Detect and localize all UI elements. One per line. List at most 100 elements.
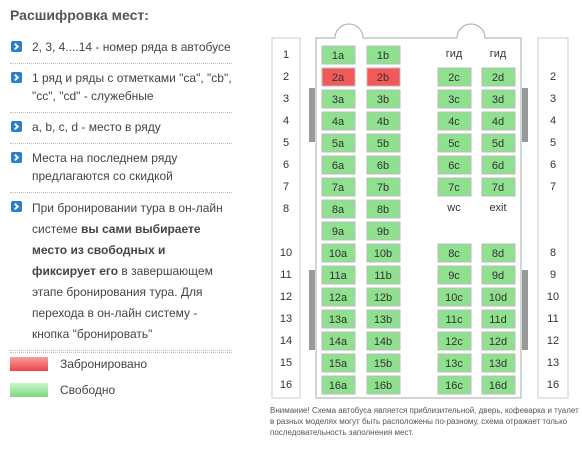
row-number: 3: [283, 93, 289, 105]
row-number: 4: [283, 115, 289, 127]
seat[interactable]: [481, 243, 516, 263]
seat[interactable]: [366, 155, 401, 175]
seat-label: 7a: [332, 182, 345, 194]
door: [309, 270, 315, 350]
seat[interactable]: [321, 199, 356, 219]
seat[interactable]: [321, 353, 356, 373]
seat[interactable]: [437, 243, 472, 263]
seat-label: 4d: [492, 116, 504, 128]
seat[interactable]: [481, 375, 516, 395]
seat[interactable]: [481, 309, 516, 329]
info-text: 1 ряд и ряды с отметками "са", "cb", "cc…: [32, 69, 232, 105]
seat-label: 8d: [492, 248, 504, 260]
seat[interactable]: [321, 155, 356, 175]
seat[interactable]: [437, 353, 472, 373]
seat[interactable]: [366, 45, 401, 65]
seat[interactable]: [437, 287, 472, 307]
seat-label: 3b: [377, 94, 389, 106]
row-number: 10: [547, 291, 559, 303]
seat[interactable]: [321, 111, 356, 131]
seat[interactable]: [481, 133, 516, 153]
seat[interactable]: [321, 133, 356, 153]
row-number: 4: [550, 115, 556, 127]
seat-label: 14a: [329, 336, 348, 348]
info-item: 2, 3, 4....14 - номер ряда в автобусе: [10, 33, 232, 64]
seat[interactable]: [321, 45, 356, 65]
seat[interactable]: [366, 331, 401, 351]
seat[interactable]: [321, 243, 356, 263]
row-number: 5: [550, 137, 556, 149]
seat[interactable]: [437, 155, 472, 175]
seat[interactable]: [437, 331, 472, 351]
row-column: [537, 37, 569, 399]
seat[interactable]: [481, 353, 516, 373]
seat[interactable]: [437, 265, 472, 285]
seat[interactable]: [366, 353, 401, 373]
seat[interactable]: [366, 375, 401, 395]
seat[interactable]: [366, 309, 401, 329]
seat[interactable]: [321, 177, 356, 197]
seat[interactable]: [481, 265, 516, 285]
seat-label: 2a: [332, 72, 345, 84]
seat[interactable]: [321, 265, 356, 285]
seat[interactable]: [481, 331, 516, 351]
note: Внимание! Схема автобуса является прибли…: [270, 406, 579, 437]
seat[interactable]: [481, 155, 516, 175]
row-number: 5: [283, 137, 289, 149]
row-number: 6: [283, 159, 289, 171]
info-text-part: вы сами выбираете место из свободных и ф…: [32, 222, 201, 278]
seat-label: 5b: [377, 138, 389, 150]
info-text-part: Места на последнем ряду предлагаются со …: [32, 151, 178, 183]
seat[interactable]: [366, 199, 401, 219]
seat[interactable]: [321, 89, 356, 109]
seat[interactable]: [366, 243, 401, 263]
seat[interactable]: [366, 177, 401, 197]
seat[interactable]: [321, 375, 356, 395]
seat[interactable]: [366, 89, 401, 109]
seat[interactable]: [481, 111, 516, 131]
seat-label: 11d: [489, 314, 507, 326]
seat[interactable]: [321, 309, 356, 329]
seat[interactable]: [437, 89, 472, 109]
seat[interactable]: [321, 221, 356, 241]
seat-label: 13a: [329, 314, 348, 326]
seat-label: 15b: [374, 358, 392, 370]
seat[interactable]: [481, 287, 516, 307]
row-number: 8: [283, 203, 289, 215]
seat-label: 15a: [329, 358, 348, 370]
seat-label: 14b: [374, 336, 392, 348]
seat[interactable]: [437, 177, 472, 197]
seat-label: 3c: [448, 94, 460, 106]
arrow-icon: [11, 152, 22, 163]
seat[interactable]: [366, 265, 401, 285]
seat[interactable]: [481, 67, 516, 87]
seat-label: 16d: [489, 380, 507, 392]
seat-label: 5d: [492, 138, 504, 150]
row-number: 8: [550, 247, 556, 259]
row-number: 15: [280, 357, 292, 369]
seat[interactable]: [437, 309, 472, 329]
seat[interactable]: [321, 331, 356, 351]
seat[interactable]: [481, 177, 516, 197]
seat-label: 2b: [377, 72, 389, 84]
seat[interactable]: [437, 133, 472, 153]
info-panel: Расшифровка мест: 2, 3, 4....14 - номер …: [10, 0, 232, 353]
seat[interactable]: [366, 111, 401, 131]
seat[interactable]: [366, 287, 401, 307]
seat-label: 7c: [448, 182, 460, 194]
seat[interactable]: [437, 111, 472, 131]
row-number: 9: [550, 269, 556, 281]
seat[interactable]: [366, 133, 401, 153]
seat-label: 10a: [329, 248, 348, 260]
row-number: 16: [280, 379, 292, 391]
seat-label: 7d: [492, 182, 504, 194]
seat[interactable]: [321, 287, 356, 307]
seat[interactable]: [437, 67, 472, 87]
seat[interactable]: [437, 375, 472, 395]
info-text-part: При бронировании тура в он-лайн системе: [32, 201, 223, 236]
seat-label: 7b: [377, 182, 389, 194]
seat[interactable]: [481, 89, 516, 109]
legend-item: Свободно: [10, 377, 232, 403]
seat[interactable]: [366, 221, 401, 241]
row-number: 12: [547, 335, 559, 347]
